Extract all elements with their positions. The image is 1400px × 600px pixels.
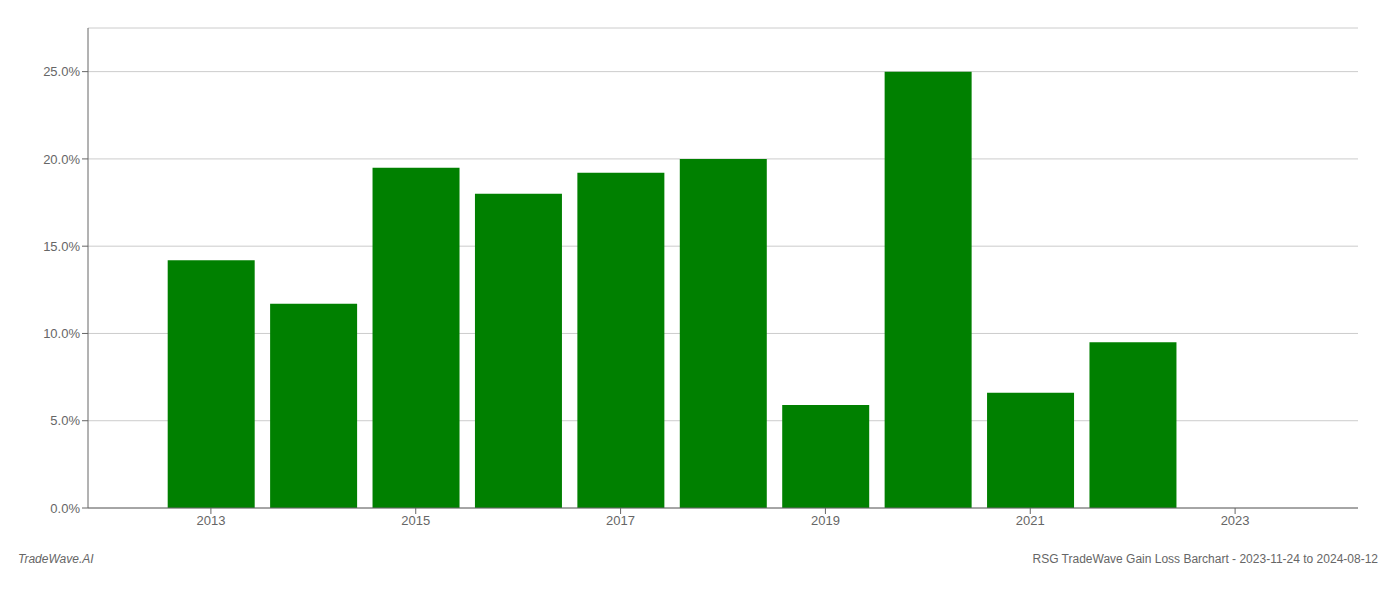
svg-text:20.0%: 20.0% — [43, 152, 80, 167]
svg-text:2013: 2013 — [196, 513, 225, 528]
svg-text:2017: 2017 — [606, 513, 635, 528]
svg-text:5.0%: 5.0% — [50, 413, 80, 428]
html-text:RSG TradeWave Gain Loss Barcha: RSG TradeWave Gain Loss Barchart - 2023-… — [1032, 552, 1378, 566]
svg-text:0.0%: 0.0% — [50, 501, 80, 516]
svg-text:2019: 2019 — [811, 513, 840, 528]
svg-text:25.0%: 25.0% — [43, 64, 80, 79]
html-text:TradeWave.AI: TradeWave.AI — [18, 552, 94, 566]
svg-text:10.0%: 10.0% — [43, 326, 80, 341]
svg-text:15.0%: 15.0% — [43, 239, 80, 254]
svg-text:2015: 2015 — [401, 513, 430, 528]
svg-text:2021: 2021 — [1016, 513, 1045, 528]
svg-text:2023: 2023 — [1221, 513, 1250, 528]
